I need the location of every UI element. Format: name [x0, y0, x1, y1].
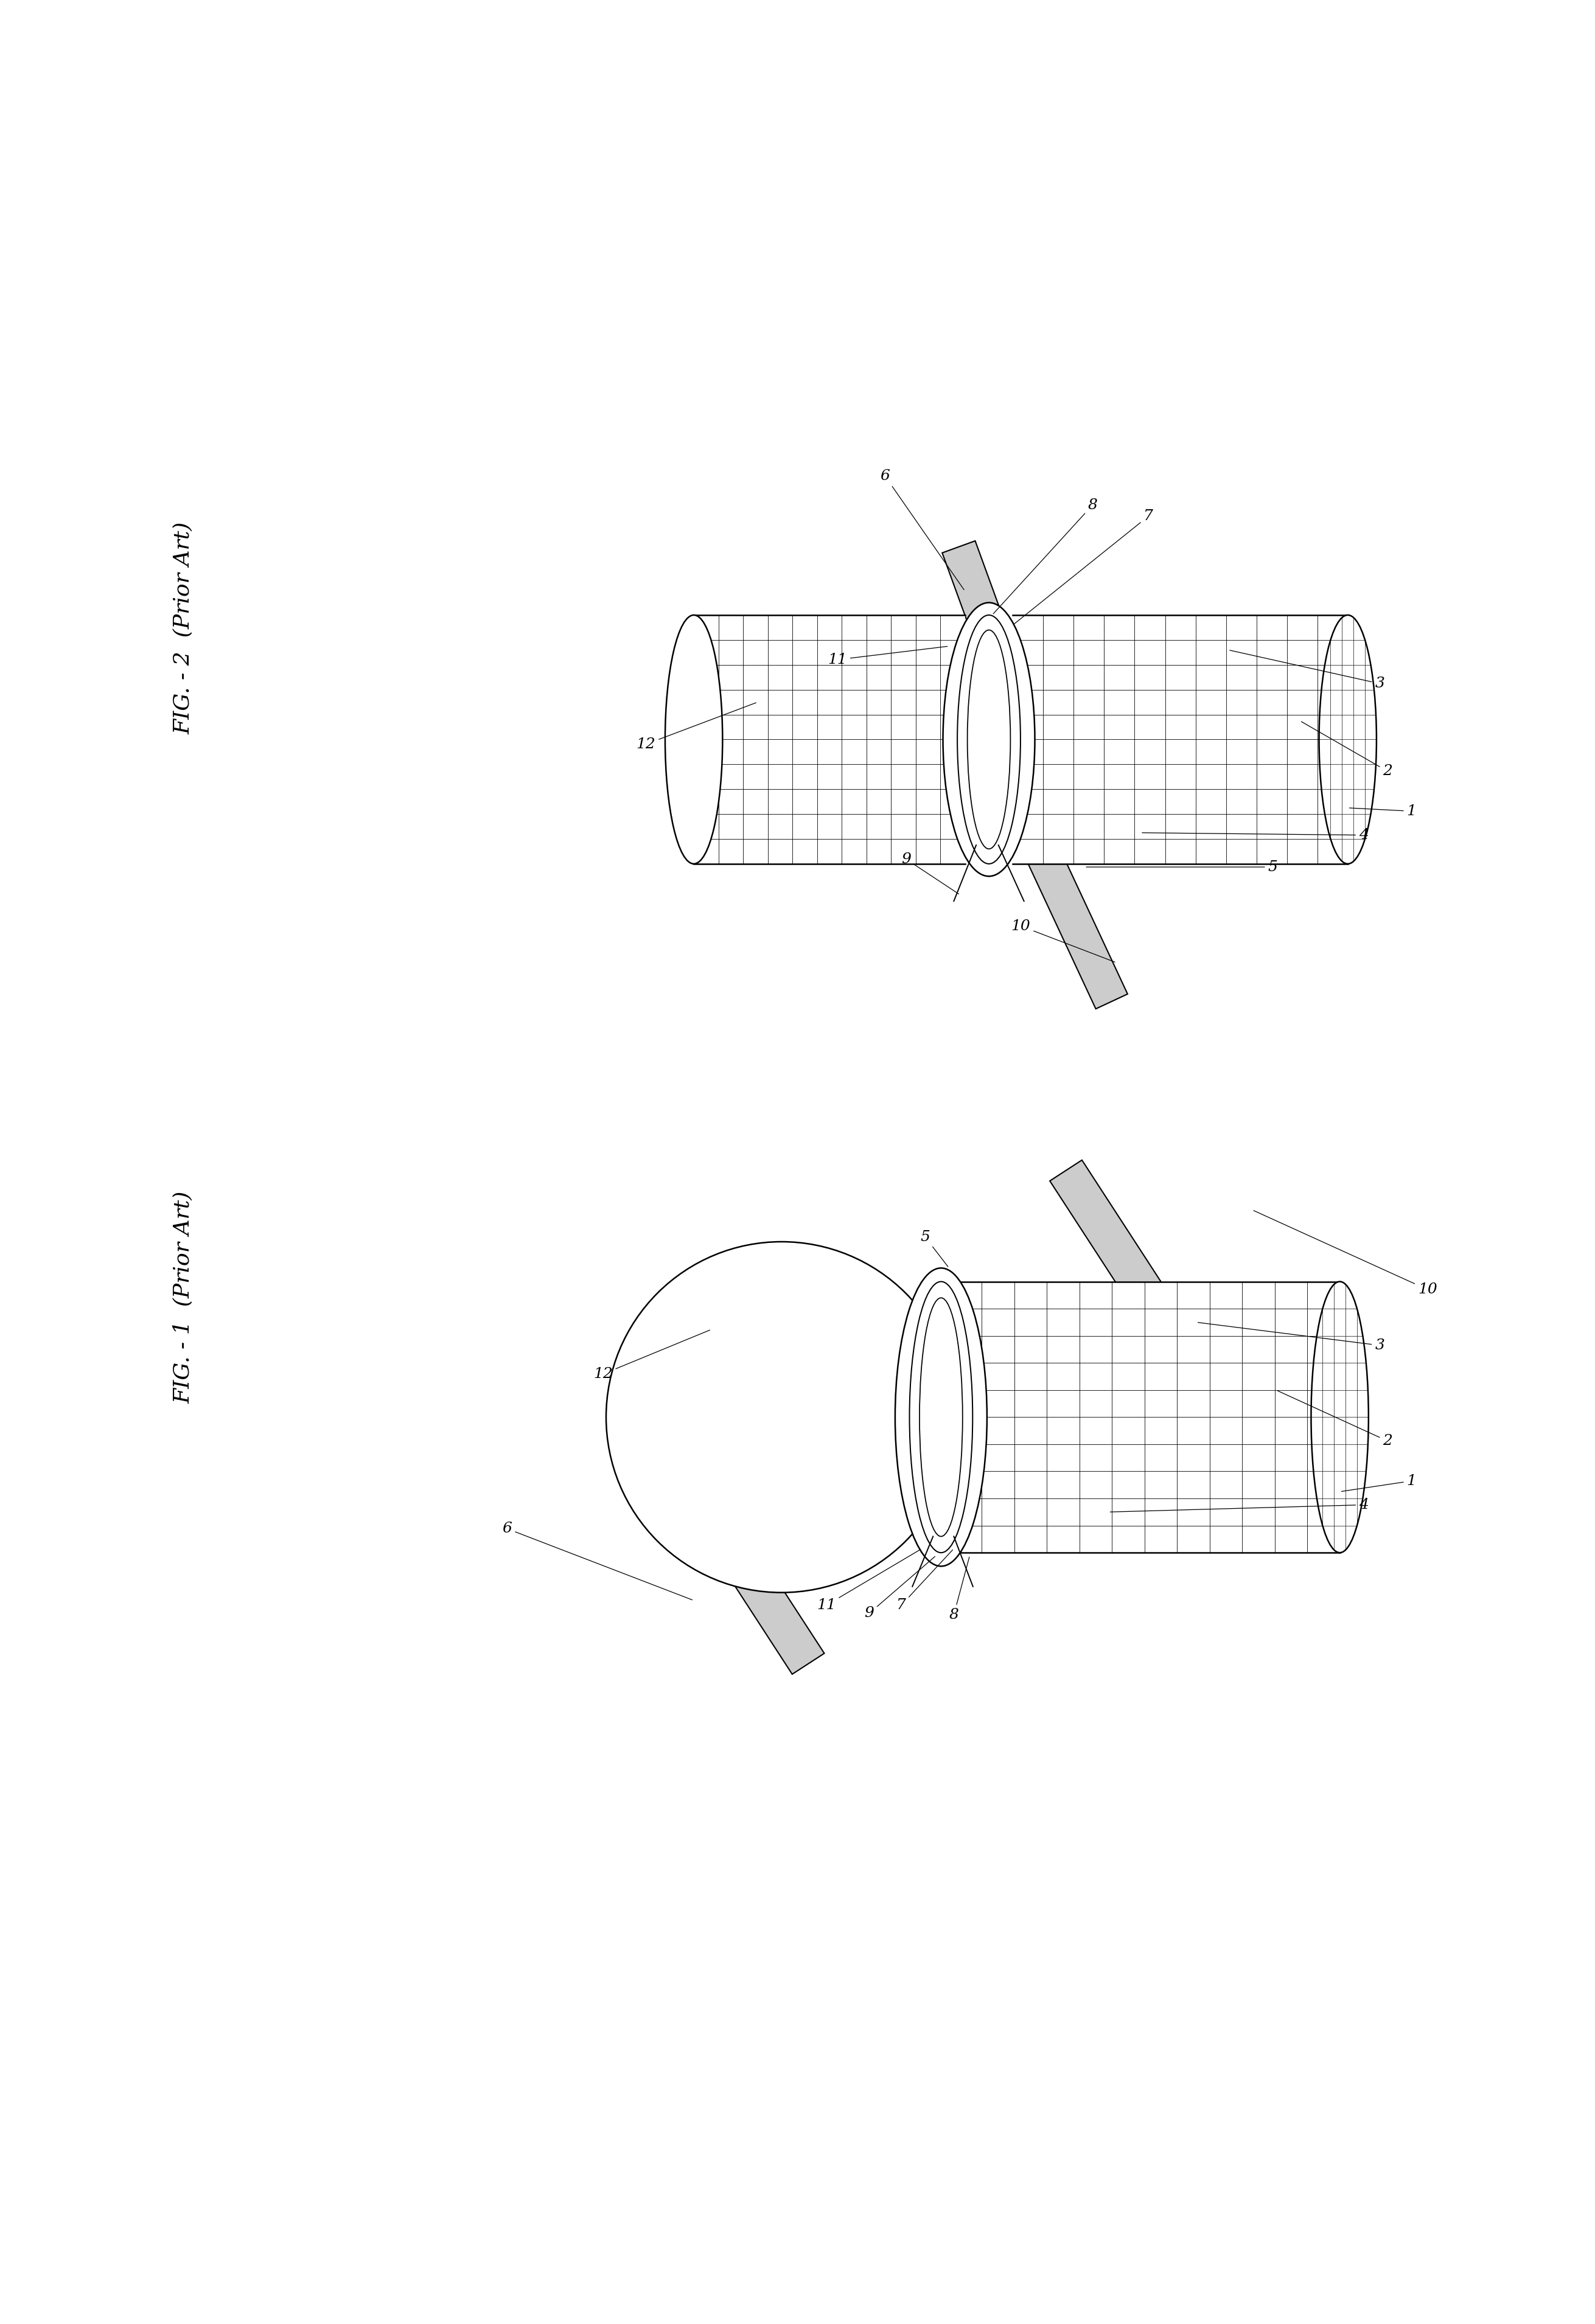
Text: FIG. - 2  (Prior Art): FIG. - 2 (Prior Art) — [174, 521, 193, 734]
Text: 10: 10 — [1254, 1211, 1437, 1297]
Text: 8: 8 — [949, 1557, 970, 1622]
Text: 4: 4 — [1110, 1499, 1369, 1513]
Text: 4: 4 — [1142, 827, 1369, 841]
Text: 9: 9 — [901, 853, 959, 895]
Polygon shape — [978, 741, 1128, 1009]
Ellipse shape — [967, 630, 1011, 848]
Text: 7: 7 — [896, 1550, 952, 1613]
Ellipse shape — [909, 1281, 973, 1552]
Polygon shape — [627, 1399, 825, 1673]
Text: 9: 9 — [864, 1557, 935, 1620]
Text: 12: 12 — [593, 1329, 710, 1380]
Text: 6: 6 — [502, 1522, 692, 1599]
Text: 5: 5 — [920, 1229, 947, 1267]
Text: 12: 12 — [636, 702, 756, 751]
Text: 1: 1 — [1349, 804, 1416, 818]
Circle shape — [606, 1241, 957, 1592]
Ellipse shape — [665, 616, 723, 865]
Ellipse shape — [919, 1297, 962, 1536]
Text: 3: 3 — [1198, 1322, 1384, 1353]
Ellipse shape — [957, 616, 1021, 865]
Polygon shape — [1050, 1160, 1247, 1434]
Text: 3: 3 — [1230, 651, 1384, 690]
Text: 11: 11 — [817, 1550, 920, 1613]
Text: 2: 2 — [1278, 1390, 1392, 1448]
Polygon shape — [1013, 616, 1348, 865]
Ellipse shape — [943, 602, 1035, 876]
Ellipse shape — [1311, 1281, 1369, 1552]
Text: 10: 10 — [1011, 918, 1115, 962]
Ellipse shape — [895, 1269, 987, 1566]
Ellipse shape — [1319, 616, 1376, 865]
Text: 11: 11 — [828, 646, 947, 667]
Text: 2: 2 — [1302, 723, 1392, 779]
Text: FIG. - 1  (Prior Art): FIG. - 1 (Prior Art) — [174, 1192, 193, 1404]
Polygon shape — [943, 541, 1051, 762]
Text: 6: 6 — [880, 469, 963, 590]
Text: 1: 1 — [1341, 1473, 1416, 1492]
Text: 5: 5 — [1086, 860, 1278, 874]
Text: 7: 7 — [1014, 509, 1153, 623]
Polygon shape — [949, 1281, 1340, 1552]
Text: 8: 8 — [994, 497, 1097, 614]
Polygon shape — [694, 616, 965, 865]
